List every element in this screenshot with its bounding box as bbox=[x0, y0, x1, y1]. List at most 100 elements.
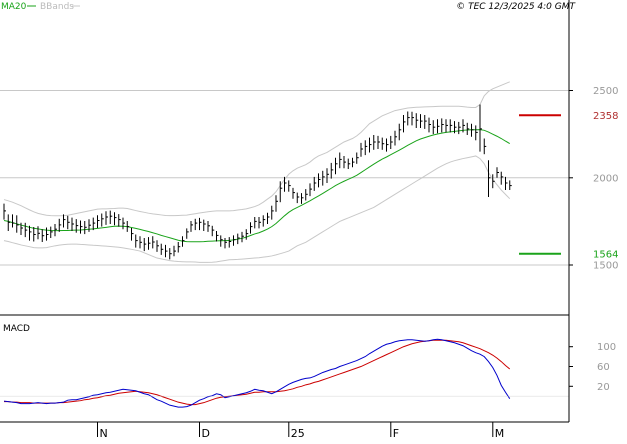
macd-y-tick-label: 60 bbox=[597, 362, 610, 373]
price-bar bbox=[203, 219, 206, 231]
resistance-label: 2358 bbox=[593, 111, 618, 122]
price-bar bbox=[488, 160, 491, 197]
price-bar bbox=[496, 167, 499, 178]
price-bar bbox=[309, 183, 312, 197]
price-bar bbox=[500, 171, 504, 185]
price-bar bbox=[390, 135, 393, 149]
price-bar bbox=[228, 237, 232, 248]
ohlc-bars bbox=[3, 104, 512, 260]
price-bar bbox=[12, 214, 15, 228]
price-bar bbox=[29, 225, 32, 241]
price-bar bbox=[139, 236, 142, 249]
price-bar bbox=[101, 213, 104, 227]
price-bar bbox=[377, 135, 380, 149]
price-bar bbox=[398, 123, 402, 141]
macd-y-tick-label: 100 bbox=[597, 342, 616, 353]
price-bar bbox=[118, 214, 121, 227]
price-bar bbox=[237, 233, 240, 245]
macd-line bbox=[3, 338, 511, 408]
price-bar bbox=[352, 157, 355, 168]
price-bar bbox=[152, 236, 155, 249]
price-bar bbox=[343, 156, 346, 169]
price-bar bbox=[483, 138, 487, 155]
price-bar bbox=[318, 173, 321, 188]
price-bar bbox=[211, 225, 215, 237]
macd-panel-title: MACD bbox=[3, 324, 30, 334]
price-bar bbox=[20, 222, 23, 235]
price-bar bbox=[415, 113, 419, 128]
price-bar bbox=[109, 210, 113, 224]
legend-ma20-label: MA20 bbox=[1, 2, 27, 12]
bollinger-bands bbox=[3, 81, 511, 263]
price-bar bbox=[186, 228, 189, 239]
price-bar bbox=[305, 189, 308, 201]
price-bar bbox=[46, 227, 49, 241]
price-bar bbox=[428, 117, 431, 133]
price-bar bbox=[63, 214, 66, 228]
price-bar bbox=[97, 215, 100, 228]
x-tick-label: M bbox=[495, 427, 505, 440]
x-tick-label: 25 bbox=[291, 427, 305, 440]
price-bar bbox=[475, 125, 478, 141]
price-bar bbox=[424, 115, 427, 129]
price-bar bbox=[7, 214, 11, 231]
price-bar bbox=[411, 111, 414, 126]
price-bar bbox=[386, 138, 389, 152]
price-bar bbox=[369, 137, 372, 153]
price-y-tick-label: 1500 bbox=[593, 261, 618, 272]
bbands-lower-line bbox=[3, 155, 511, 263]
price-bar bbox=[156, 240, 159, 252]
x-tick-label: F bbox=[393, 427, 399, 440]
price-bar bbox=[492, 174, 495, 189]
price-bar bbox=[58, 218, 62, 232]
price-bar bbox=[92, 217, 96, 231]
price-bar bbox=[88, 219, 91, 232]
x-tick-label: N bbox=[100, 427, 108, 440]
price-bar bbox=[3, 203, 6, 220]
price-bar bbox=[267, 212, 270, 224]
price-bar bbox=[148, 237, 151, 250]
price-bar bbox=[339, 152, 342, 169]
price-bar bbox=[449, 119, 453, 133]
price-bar bbox=[216, 231, 219, 242]
chart-credit: © TEC 12/3/2025 4:0 GMT bbox=[456, 2, 576, 12]
price-bar bbox=[241, 231, 244, 243]
price-bar bbox=[330, 162, 334, 179]
price-bar bbox=[454, 121, 457, 134]
price-bar bbox=[462, 119, 465, 133]
price-bar bbox=[131, 228, 134, 241]
price-bar bbox=[420, 114, 423, 128]
x-tick-label: D bbox=[202, 427, 210, 440]
support-resistance-levels: 2358 1564 bbox=[519, 111, 618, 260]
macd-y-tick-label: 20 bbox=[597, 382, 610, 393]
price-bar bbox=[335, 157, 338, 175]
price-bar bbox=[262, 215, 266, 227]
price-bar bbox=[275, 195, 278, 212]
price-bar bbox=[313, 176, 317, 191]
price-bar bbox=[356, 152, 359, 164]
price-bar bbox=[16, 215, 19, 233]
price-bar bbox=[373, 135, 376, 150]
price-bar bbox=[80, 220, 83, 234]
macd-lines bbox=[0, 338, 569, 408]
price-bar bbox=[347, 158, 351, 169]
price-bar bbox=[479, 104, 482, 152]
price-bar bbox=[458, 121, 461, 135]
price-bar bbox=[432, 120, 436, 135]
price-bar bbox=[233, 235, 236, 246]
bbands-upper-line bbox=[3, 81, 510, 217]
ma20-path bbox=[3, 129, 510, 243]
price-bar bbox=[245, 229, 249, 240]
price-bar bbox=[67, 215, 70, 230]
price-bar bbox=[114, 212, 117, 226]
price-bar bbox=[301, 193, 304, 204]
price-bar bbox=[50, 226, 53, 238]
price-bar bbox=[190, 221, 193, 232]
price-bar bbox=[466, 122, 470, 135]
price-bar bbox=[407, 111, 410, 126]
price-bar bbox=[403, 115, 406, 133]
price-bar bbox=[41, 229, 45, 242]
price-bar bbox=[33, 227, 36, 242]
price-bar bbox=[284, 176, 287, 192]
